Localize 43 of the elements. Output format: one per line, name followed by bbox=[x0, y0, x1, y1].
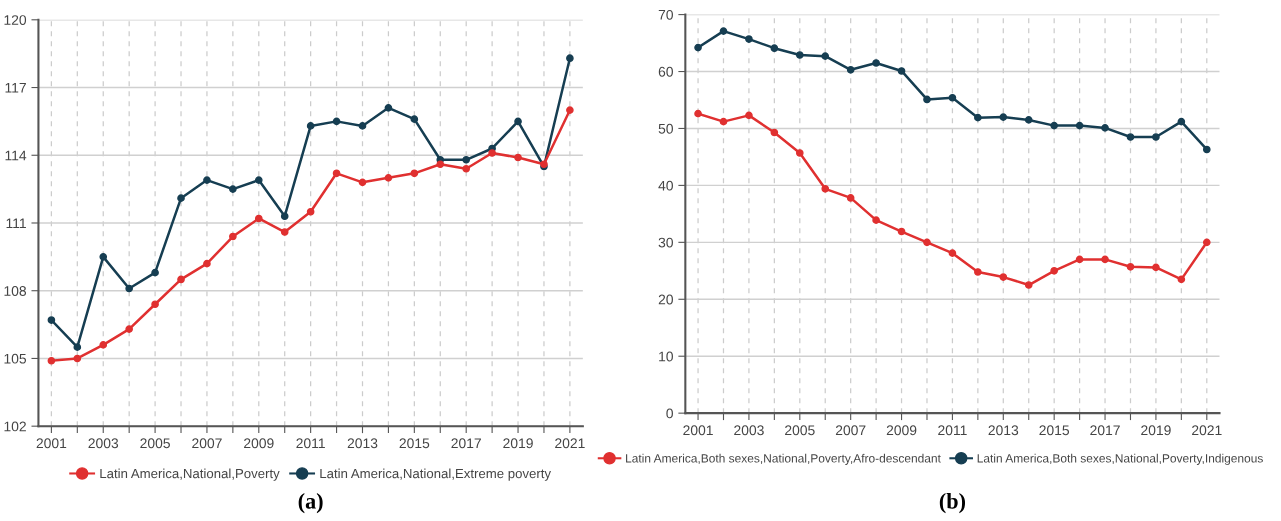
legend-label: Latin America,National,Extreme poverty bbox=[320, 468, 551, 481]
x-tick-label: 2005 bbox=[785, 425, 815, 436]
y-tick-label: 105 bbox=[4, 353, 27, 364]
x-tick-label: 2009 bbox=[886, 425, 917, 436]
x-tick-label: 2007 bbox=[835, 425, 866, 436]
x-tick-label: 2011 bbox=[938, 425, 967, 436]
y-tick-label: 60 bbox=[658, 66, 673, 77]
y-tick-label: 111 bbox=[6, 218, 26, 229]
y-tick-label: 50 bbox=[658, 123, 673, 134]
y-tick-label: 114 bbox=[5, 150, 27, 161]
x-tick-label: 2007 bbox=[192, 438, 222, 449]
x-tick-label: 2021 bbox=[1192, 425, 1222, 436]
x-tick-label: 2017 bbox=[451, 438, 481, 449]
x-tick-label: 2015 bbox=[1039, 425, 1070, 436]
x-tick-label: 2013 bbox=[347, 438, 378, 449]
y-tick-label: 10 bbox=[659, 351, 673, 362]
x-tick-label: 2003 bbox=[734, 425, 764, 436]
x-tick-label: 2013 bbox=[988, 425, 1019, 436]
legend-label: Latin America,Both sexes,National,Poverty,Indigenous bbox=[977, 453, 1263, 465]
y-tick-label: 20 bbox=[658, 294, 673, 305]
legend-label: Latin America,Both sexes,National,Poverty,Afro-descendant bbox=[626, 453, 941, 465]
y-tick-label: 120 bbox=[4, 15, 27, 25]
x-tick-label: 2015 bbox=[399, 438, 430, 449]
x-tick-label: 2001 bbox=[36, 438, 67, 449]
y-tick-label: 102 bbox=[4, 421, 26, 432]
y-tick-label: 108 bbox=[4, 286, 27, 296]
x-tick-label: 2009 bbox=[244, 438, 274, 449]
x-tick-label: 2011 bbox=[296, 438, 325, 449]
text: (a) bbox=[298, 493, 323, 514]
x-tick-label: 2003 bbox=[88, 438, 119, 449]
x-tick-label: 2019 bbox=[1141, 425, 1171, 436]
x-tick-label: 2019 bbox=[503, 438, 533, 449]
text: (b) bbox=[939, 493, 966, 514]
y-tick-label: 40 bbox=[658, 180, 673, 191]
x-tick-label: 2021 bbox=[555, 438, 585, 449]
x-tick-label: 2017 bbox=[1090, 425, 1120, 436]
y-tick-label: 0 bbox=[666, 408, 673, 419]
x-tick-label: 2001 bbox=[683, 425, 713, 436]
x-tick-label: 2005 bbox=[140, 438, 170, 449]
y-tick-label: 117 bbox=[5, 83, 26, 93]
legend-label: Latin America,National,Poverty bbox=[100, 468, 280, 481]
y-tick-label: 70 bbox=[658, 9, 673, 20]
y-tick-label: 30 bbox=[658, 237, 673, 248]
